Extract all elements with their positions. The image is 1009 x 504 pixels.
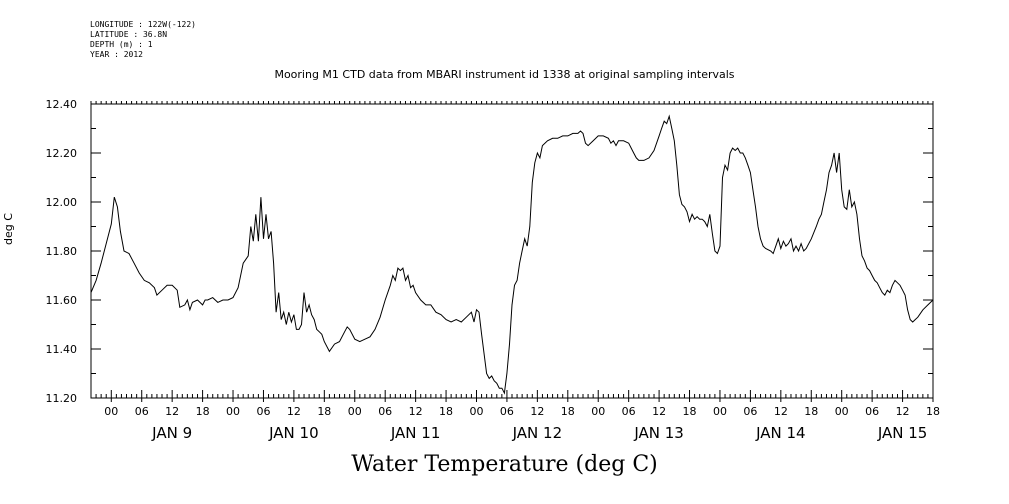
meta-depth: DEPTH (m) : 1 <box>90 40 153 49</box>
meta-latitude: LATITUDE : 36.8N <box>90 30 168 39</box>
y-tick-label: 11.40 <box>46 343 78 356</box>
x-hour-label: 18 <box>439 405 453 418</box>
x-hour-label: 12 <box>530 405 544 418</box>
x-hour-label: 00 <box>591 405 605 418</box>
x-day-label: JAN 12 <box>512 424 563 442</box>
x-hour-label: 12 <box>896 405 910 418</box>
x-hour-label: 12 <box>774 405 788 418</box>
x-hour-label: 06 <box>865 405 879 418</box>
x-hour-label: 00 <box>348 405 362 418</box>
y-tick-label: 11.60 <box>46 294 78 307</box>
x-hour-label: 06 <box>256 405 270 418</box>
x-hour-label: 12 <box>165 405 179 418</box>
x-hour-label: 18 <box>683 405 697 418</box>
x-hour-label: 18 <box>196 405 210 418</box>
y-tick-label: 11.20 <box>46 392 78 405</box>
y-tick-label: 11.80 <box>46 245 78 258</box>
x-hour-label: 06 <box>378 405 392 418</box>
x-hour-label: 00 <box>713 405 727 418</box>
x-hour-label: 06 <box>135 405 149 418</box>
x-hour-label: 12 <box>409 405 423 418</box>
y-tick-label: 12.00 <box>46 196 78 209</box>
x-hour-label: 12 <box>652 405 666 418</box>
meta-year: YEAR : 2012 <box>90 50 143 59</box>
x-axis-label: Water Temperature (deg C) <box>351 452 658 477</box>
metadata-block: LONGITUDE : 122W(-122) LATITUDE : 36.8N … <box>90 20 196 60</box>
x-hour-label: 00 <box>226 405 240 418</box>
x-day-label: JAN 13 <box>633 424 684 442</box>
x-axis: 00 06 12 18 00 06 12 18 00 06 12 18 00 06 12 18 00 06 12 18… <box>90 101 940 442</box>
meta-longitude: LONGITUDE : 122W(-122) <box>90 20 196 29</box>
x-day-label: JAN 11 <box>390 424 441 442</box>
y-tick-label: 12.20 <box>46 147 78 160</box>
x-hour-label: 06 <box>500 405 514 418</box>
x-hour-label: 18 <box>317 405 331 418</box>
x-day-label: JAN 10 <box>268 424 319 442</box>
x-hour-label: 00 <box>469 405 483 418</box>
y-tick-label: 12.40 <box>46 98 78 111</box>
y-axis: 11.20 11.40 11.60 11.80 12.00 12.20 12.40 <box>46 98 933 405</box>
plot-frame <box>90 103 934 399</box>
x-hour-label: 00 <box>104 405 118 418</box>
chart-title: Mooring M1 CTD data from MBARI instrumen… <box>274 68 735 81</box>
x-hour-label: 06 <box>622 405 636 418</box>
x-day-label: JAN 9 <box>151 424 192 442</box>
x-hour-label: 18 <box>561 405 575 418</box>
x-hour-label: 06 <box>743 405 757 418</box>
x-day-label: JAN 14 <box>755 424 806 442</box>
x-hour-label: 18 <box>804 405 818 418</box>
x-hour-label: 12 <box>287 405 301 418</box>
x-hour-label: 00 <box>835 405 849 418</box>
x-hour-label: 18 <box>926 405 940 418</box>
x-day-label: JAN 15 <box>877 424 928 442</box>
temperature-series-line <box>90 114 934 395</box>
